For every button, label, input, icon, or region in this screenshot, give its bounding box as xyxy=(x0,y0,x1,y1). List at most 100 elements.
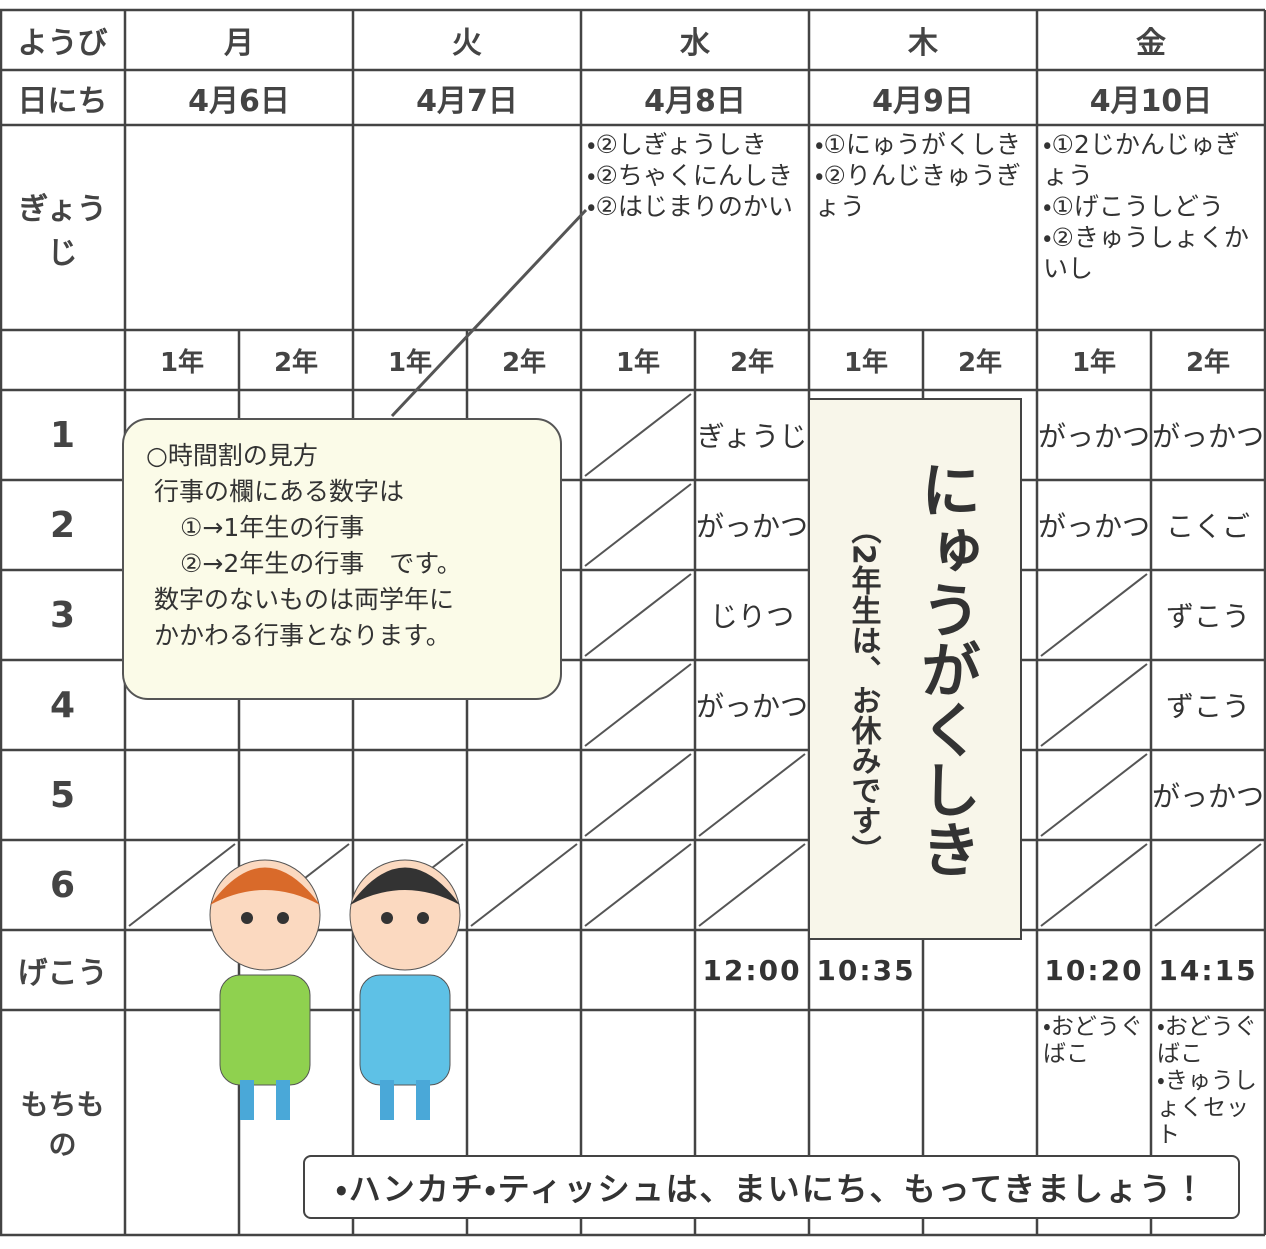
note-line: ②→2年生の行事 です。 xyxy=(180,549,462,578)
date: 4月10日 xyxy=(1089,83,1213,119)
ceremony-note: （2年生は、お休みです） xyxy=(845,513,881,865)
event: ・②きゅうしょくかいし xyxy=(1043,223,1249,283)
period-label: 2 xyxy=(49,504,76,546)
event: ・①2じかんじゅぎょう xyxy=(1043,130,1240,190)
ceremony-box: にゅうがくしき （2年生は、お休みです） xyxy=(808,398,1022,940)
weekday: 火 xyxy=(452,26,482,61)
kid-body xyxy=(359,974,451,1086)
grade: 1年 xyxy=(387,347,433,378)
items: ・おどうぐばこ ・きゅうしょくセット xyxy=(1151,1010,1265,1153)
grade: 2年 xyxy=(729,347,775,378)
kid-hair xyxy=(210,867,320,905)
period-label: 4 xyxy=(49,684,76,726)
slash xyxy=(1154,843,1262,927)
note-title: ○時間割の見方 xyxy=(146,441,318,470)
events xyxy=(125,125,353,133)
row-label: 日にち xyxy=(17,83,108,119)
slash xyxy=(584,843,692,927)
kid-body xyxy=(219,974,311,1086)
slash xyxy=(584,573,692,657)
slash xyxy=(584,663,692,747)
kid-leg xyxy=(380,1080,394,1120)
pointer xyxy=(390,208,588,418)
row-label: もちもの xyxy=(20,1087,105,1161)
period-label: 3 xyxy=(49,594,76,636)
dismissal-time: 14:15 xyxy=(1158,953,1258,987)
grade: 2年 xyxy=(1185,347,1231,378)
slash xyxy=(1040,663,1148,747)
kid-leg xyxy=(240,1080,254,1120)
note-line: 数字のないものは両学年に xyxy=(154,585,455,614)
note-line: ①→1年生の行事 xyxy=(180,513,365,542)
weekday: 月 xyxy=(224,26,254,61)
events xyxy=(353,125,581,133)
lesson: がっかつ xyxy=(1151,780,1264,813)
banner: ・ハンカチ・ティッシュは、まいにち、もってきましょう！ xyxy=(303,1155,1240,1219)
lesson: がっかつ xyxy=(695,690,808,723)
event: ・②ちゃくにんしき xyxy=(587,161,793,190)
grade: 2年 xyxy=(957,347,1003,378)
lesson: こくご xyxy=(1165,510,1250,543)
slash xyxy=(584,393,692,477)
lesson: がっかつ xyxy=(695,510,808,543)
weekday: 金 xyxy=(1136,26,1166,61)
lesson: ずこう xyxy=(1165,690,1250,723)
date: 4月8日 xyxy=(644,83,746,119)
events: ・②しぎょうしき ・②ちゃくにんしき ・②はじまりのかい xyxy=(581,125,809,226)
dismissal-time: 10:20 xyxy=(1044,953,1144,987)
slash xyxy=(584,483,692,567)
lesson: がっかつ xyxy=(1037,420,1150,453)
weekday: 水 xyxy=(680,26,710,61)
slash xyxy=(1040,843,1148,927)
row-label: げこう xyxy=(17,956,108,991)
lesson: ずこう xyxy=(1165,600,1250,633)
grade: 1年 xyxy=(615,347,661,378)
slash xyxy=(470,843,578,927)
date: 4月7日 xyxy=(416,83,518,119)
event: ・②りんじきゅうぎょう xyxy=(815,161,1021,221)
grade: 1年 xyxy=(843,347,889,378)
event: ・①げこうしどう xyxy=(1043,192,1224,221)
lesson: がっかつ xyxy=(1151,420,1264,453)
item: ・きゅうしょくセット xyxy=(1157,1068,1257,1148)
slash xyxy=(584,753,692,837)
ceremony-title: にゅうがくしき xyxy=(910,459,981,879)
kid-leg xyxy=(416,1080,430,1120)
grade: 1年 xyxy=(159,347,205,378)
row-label: ようび xyxy=(17,26,108,61)
date: 4月6日 xyxy=(188,83,290,119)
slash xyxy=(698,843,806,927)
period-label: 5 xyxy=(49,774,76,816)
kid-leg xyxy=(276,1080,290,1120)
note-line: 行事の欄にある数字は xyxy=(154,477,405,506)
kid-eye xyxy=(381,912,393,924)
slash xyxy=(128,843,236,927)
kid-eye xyxy=(241,912,253,924)
slash xyxy=(1040,753,1148,837)
period-label: 1 xyxy=(49,414,76,456)
event: ・②はじまりのかい xyxy=(587,192,793,221)
grade: 1年 xyxy=(1071,347,1117,378)
lesson: じりつ xyxy=(709,600,795,633)
grade: 2年 xyxy=(501,347,547,378)
event: ・②しぎょうしき xyxy=(587,130,767,159)
period-label: 6 xyxy=(49,864,76,906)
weekday: 木 xyxy=(908,26,938,61)
item: ・おどうぐばこ xyxy=(1157,1014,1257,1067)
date: 4月9日 xyxy=(872,83,974,119)
kid-eye xyxy=(417,912,429,924)
items: ・おどうぐばこ xyxy=(1037,1010,1151,1072)
dismissal-time: 10:35 xyxy=(816,953,916,987)
slash xyxy=(1040,573,1148,657)
grade: 2年 xyxy=(273,347,319,378)
events: ・①2じかんじゅぎょう ・①げこうしどう ・②きゅうしょくかいし xyxy=(1037,125,1265,288)
event: ・①にゅうがくしき xyxy=(815,130,1021,159)
slash xyxy=(698,753,806,837)
row-label: ぎょうじ xyxy=(18,191,107,271)
lesson: ぎょうじ xyxy=(696,420,808,453)
note-line: かかわる行事となります。 xyxy=(154,621,451,650)
events: ・①にゅうがくしき ・②りんじきゅうぎょう xyxy=(809,125,1037,226)
lesson: がっかつ xyxy=(1037,510,1150,543)
note: ○時間割の見方行事の欄にある数字は ①→1年生の行事 ②→2年生の行事 です。数字の… xyxy=(122,418,562,700)
